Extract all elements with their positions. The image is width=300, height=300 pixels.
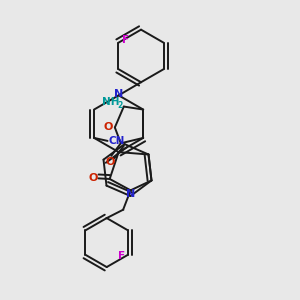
Text: F: F (122, 35, 129, 45)
Text: N: N (114, 89, 123, 100)
Text: O: O (105, 158, 115, 167)
Text: O: O (103, 122, 113, 133)
Text: 2: 2 (118, 100, 123, 109)
Text: CN: CN (108, 136, 125, 146)
Text: F: F (118, 251, 125, 261)
Text: O: O (88, 173, 98, 183)
Text: N: N (126, 189, 135, 199)
Text: NH: NH (102, 97, 119, 107)
